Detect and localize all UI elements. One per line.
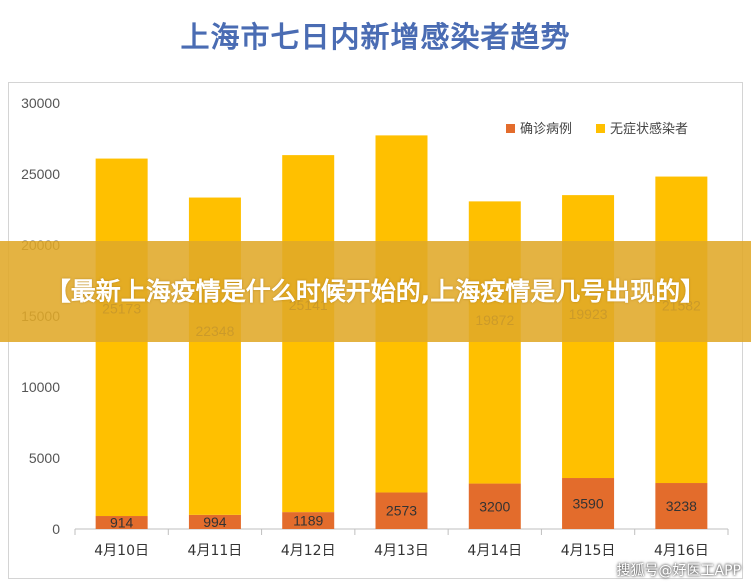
data-label-confirmed: 3238: [666, 498, 697, 514]
bar-confirmed: [282, 512, 335, 529]
legend-swatch: [596, 124, 605, 133]
bar-confirmed: [375, 492, 428, 529]
y-tick-label: 5000: [29, 450, 60, 466]
watermark: 搜狐号@好医工APP: [616, 563, 741, 579]
bar-confirmed: [468, 483, 521, 529]
y-tick-label: 30000: [21, 95, 60, 111]
data-label-confirmed: 914: [110, 515, 134, 531]
legend-label: 无症状感染者: [610, 121, 688, 137]
x-tick-label: 4月15日: [561, 543, 616, 559]
data-label-confirmed: 2573: [386, 503, 417, 519]
x-tick-label: 4月10日: [94, 543, 149, 559]
data-label-confirmed: 994: [203, 514, 227, 530]
bar-confirmed: [95, 516, 148, 529]
legend-swatch: [506, 124, 515, 133]
legend-label: 确诊病例: [520, 122, 572, 137]
x-tick-label: 4月13日: [374, 543, 429, 559]
x-tick-label: 4月11日: [188, 543, 243, 559]
y-tick-label: 25000: [21, 166, 60, 182]
x-tick-label: 4月14日: [467, 543, 522, 559]
data-label-confirmed: 3590: [572, 496, 603, 512]
data-label-confirmed: 3200: [479, 498, 510, 514]
headline-banner: 【最新上海疫情是什么时候开始的,上海疫情是几号出现的】: [0, 241, 751, 342]
headline-text: 【最新上海疫情是什么时候开始的,上海疫情是几号出现的】: [45, 277, 706, 306]
x-tick-label: 4月16日: [654, 543, 709, 559]
x-tick-label: 4月12日: [281, 543, 336, 559]
chart-title: 上海市七日内新增感染者趋势: [180, 20, 571, 54]
bar-confirmed: [188, 514, 241, 529]
bar-confirmed: [562, 478, 615, 529]
y-tick-label: 0: [52, 521, 60, 537]
y-tick-label: 10000: [21, 379, 60, 395]
bar-confirmed: [655, 483, 708, 529]
data-label-confirmed: 1189: [293, 513, 323, 529]
